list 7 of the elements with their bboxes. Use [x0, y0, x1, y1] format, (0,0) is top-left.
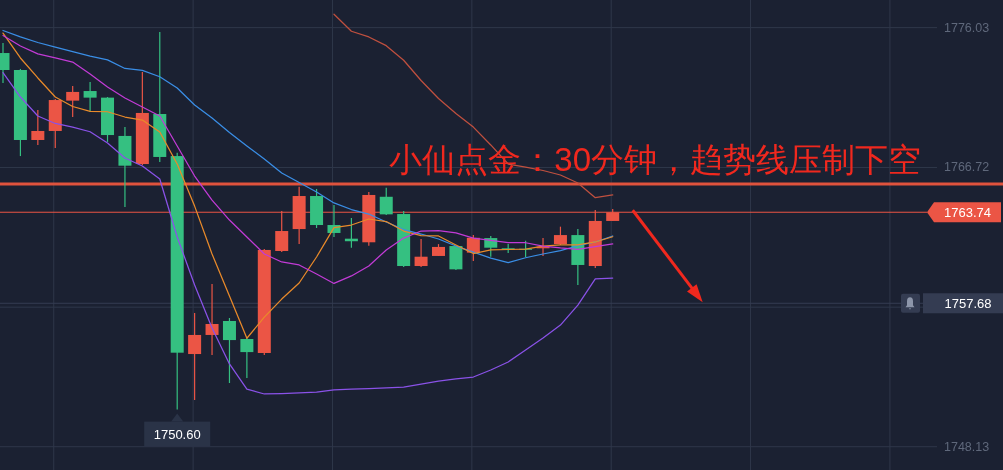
- y-tick-label: 1748.13: [944, 439, 990, 454]
- annotation: 1750.60: [144, 413, 211, 447]
- y-tick-label: 1766.72: [944, 160, 990, 175]
- ref-line-label: 1757.68: [944, 295, 992, 311]
- y-tick-label: 1776.03: [944, 20, 990, 35]
- annotation: 1750.60: [153, 426, 201, 442]
- ref-line-label: 1763.74: [944, 204, 991, 220]
